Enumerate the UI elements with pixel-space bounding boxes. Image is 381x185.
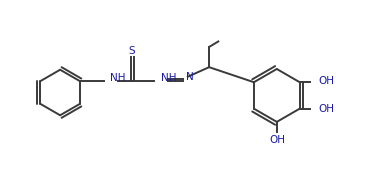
Text: OH: OH [318,76,334,86]
Text: OH: OH [269,134,285,144]
Text: OH: OH [318,104,334,114]
Text: NH: NH [110,73,126,83]
Text: N: N [186,72,194,82]
Text: S: S [128,46,134,56]
Text: NH: NH [161,73,176,83]
